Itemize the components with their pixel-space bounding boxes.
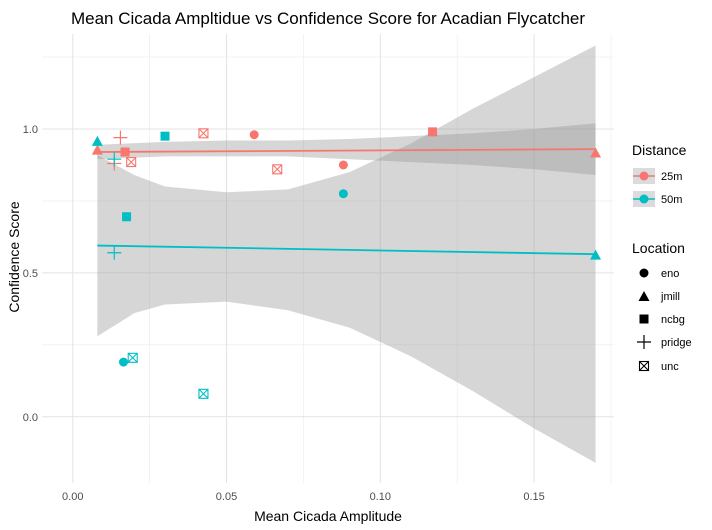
data-point-ncbg-25m: [428, 127, 438, 137]
data-points: [91, 127, 602, 399]
x-tick-label: 0.15: [523, 491, 544, 503]
data-point-unc-25m: [198, 128, 209, 139]
legend-50m-marker: [639, 194, 649, 204]
legend-unc-marker-box: [638, 360, 650, 372]
legend-25m-label: 25m: [661, 171, 682, 183]
legend-jmill-label: jmill: [660, 291, 680, 303]
data-point-eno-50m: [118, 357, 128, 367]
data-point-pridge-50m: [107, 245, 122, 260]
legend-25m-marker: [639, 171, 649, 181]
legend-item-50m: 50m: [633, 191, 682, 207]
legend-unc-marker-cross: [639, 361, 649, 371]
data-point-unc-25m: [126, 157, 137, 168]
x-axis-ticks: 0.00 0.05 0.10 0.15: [62, 491, 545, 503]
fit-lines: [97, 148, 596, 256]
data-point-eno-25m: [338, 160, 348, 170]
data-point-jmill-25m: [590, 147, 602, 158]
data-point-eno-50m: [338, 189, 348, 199]
legend-ncbg-label: ncbg: [661, 314, 685, 326]
legend-ncbg-marker: [639, 314, 649, 324]
x-tick-label: 0.00: [62, 491, 83, 503]
legend-location: Location eno jmill ncbg pridge unc: [632, 240, 692, 373]
data-point-ncbg-50m: [122, 212, 132, 222]
chart-title: Mean Cicada Ampltidue vs Confidence Scor…: [71, 9, 585, 28]
y-tick-label: 0.5: [23, 268, 38, 280]
data-point-unc-25m: [272, 164, 283, 175]
legend-unc-label: unc: [661, 361, 679, 373]
data-point-ncbg-50m: [160, 131, 170, 141]
legend-50m-label: 50m: [661, 194, 682, 206]
data-point-ncbg-25m: [120, 147, 130, 157]
legend-item-unc: unc: [638, 360, 679, 373]
data-point-unc-50m: [198, 388, 209, 399]
data-point-jmill-50m: [590, 249, 602, 260]
data-point-eno-25m: [249, 130, 259, 140]
legend-distance: Distance 25m 50m: [632, 142, 687, 207]
legend-distance-title: Distance: [632, 142, 687, 158]
fit-line-25m: [97, 148, 596, 153]
confidence-band-25m: [97, 123, 596, 176]
data-point-unc-50m: [127, 352, 138, 363]
x-tick-label: 0.10: [370, 491, 391, 503]
x-tick-label: 0.05: [216, 491, 237, 503]
data-point-pridge-50m: [107, 152, 122, 167]
y-axis-ticks: 0.0 0.5 1.0: [23, 124, 38, 424]
legend-pridge-marker: [637, 335, 651, 349]
data-point-jmill-25m: [91, 144, 103, 155]
legend-eno-label: eno: [661, 268, 679, 280]
legend-item-jmill: jmill: [638, 291, 680, 303]
legend-item-pridge: pridge: [637, 335, 692, 349]
legend-item-25m: 25m: [633, 168, 682, 184]
x-axis-title: Mean Cicada Amplitude: [254, 508, 402, 524]
y-tick-label: 0.0: [23, 412, 38, 424]
data-point-jmill-50m: [91, 135, 103, 146]
confidence-bands: [97, 45, 596, 463]
y-tick-label: 1.0: [23, 124, 38, 136]
legend-location-title: Location: [632, 240, 685, 256]
confidence-band-50m: [97, 45, 596, 463]
data-point-pridge-25m: [113, 130, 128, 145]
fit-line-50m: [97, 244, 596, 256]
legend-item-ncbg: ncbg: [639, 314, 685, 326]
grid: [42, 34, 614, 483]
y-axis-title: Confidence Score: [6, 201, 22, 313]
legend-pridge-label: pridge: [661, 337, 692, 349]
legend-item-eno: eno: [639, 268, 679, 280]
legend-jmill-marker: [638, 291, 650, 301]
legend-eno-marker: [639, 268, 649, 278]
